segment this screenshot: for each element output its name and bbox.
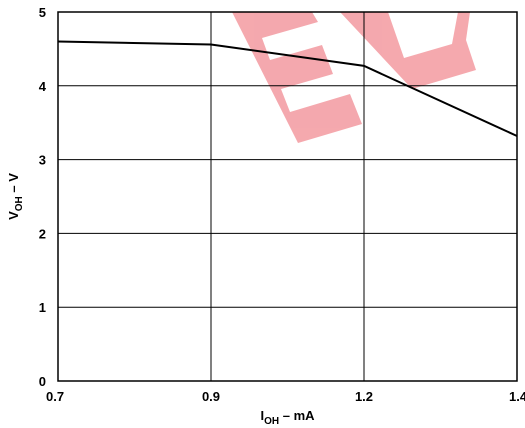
watermark-letter-e [232,12,362,143]
series-line-0 [57,40,518,137]
x-axis-label: IOH – mA [260,408,315,427]
x-tick-label: 1.2 [355,389,373,404]
y-tick-label: 5 [39,5,46,20]
grid [58,12,517,381]
y-tick-label: 1 [39,300,46,315]
y-tick-label: 0 [39,374,46,389]
x-tick-label: 0.7 [46,389,64,404]
plot-frame [57,11,518,382]
x-tick-label: 0.9 [202,389,220,404]
x-tick-label: 1.4 [509,389,525,404]
watermark-letter-l [340,12,476,89]
series [57,40,518,137]
y-tick-label: 4 [39,79,47,94]
y-tick-label: 2 [39,226,46,241]
watermark [232,12,476,143]
y-tick-labels: 0 1 2 3 4 5 [39,5,47,389]
y-tick-label: 3 [39,153,46,168]
plot-border [57,11,518,382]
x-tick-labels: 0.7 0.9 1.2 1.4 [46,389,525,404]
y-axis-label: VOH – V [6,173,25,220]
